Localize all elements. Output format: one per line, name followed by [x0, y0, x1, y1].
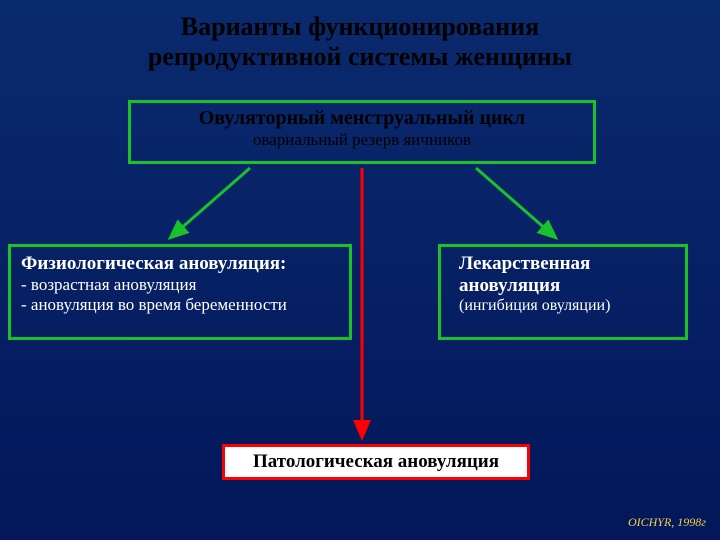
top-box-title: Овуляторный менструальный цикл: [139, 107, 585, 130]
right-box: Лекарственная ановуляция (ингибиция овул…: [438, 244, 688, 340]
title-line2: репродуктивной системы женщины: [148, 42, 572, 71]
arrow-right: [476, 168, 556, 238]
right-box-sub: (ингибиция овуляции): [459, 297, 667, 315]
title-line1: Варианты функционирования: [181, 12, 539, 41]
footer-citation: OICHYR, 1998г: [628, 515, 706, 530]
top-box: Овуляторный менструальный цикл овариальн…: [128, 100, 596, 164]
right-box-title-line1: Лекарственная: [459, 253, 667, 275]
bottom-box: Патологическая ановуляция: [222, 444, 530, 480]
slide-title: Варианты функционирования репродуктивной…: [0, 12, 720, 72]
top-box-sub: овариальный резерв яичников: [139, 130, 585, 150]
slide: Варианты функционирования репродуктивной…: [0, 0, 720, 540]
left-box-title: Физиологическая ановуляция:: [21, 253, 339, 275]
right-box-title-line2: ановуляция: [459, 275, 667, 297]
left-box-line2: - ановуляция во время беременности: [21, 295, 339, 315]
left-box-line1: - возрастная ановуляция: [21, 275, 339, 295]
arrow-left: [170, 168, 250, 238]
left-box: Физиологическая ановуляция: - возрастная…: [8, 244, 352, 340]
bottom-box-title: Патологическая ановуляция: [233, 451, 519, 473]
